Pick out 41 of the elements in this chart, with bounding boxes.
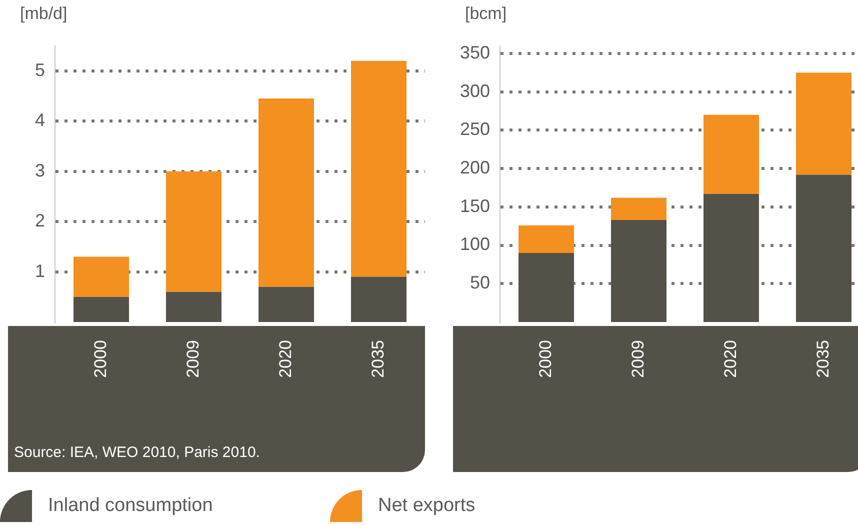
x-tick-label: 2009 xyxy=(628,340,648,378)
y-tick-label: 100 xyxy=(460,234,490,254)
y-tick-label: 150 xyxy=(460,196,490,216)
bar xyxy=(518,225,574,253)
x-tick-label: 2035 xyxy=(813,340,832,378)
y-tick-label: 350 xyxy=(460,42,490,62)
bar xyxy=(166,171,222,292)
bar xyxy=(796,72,852,175)
x-tick-label: 2035 xyxy=(368,340,388,378)
y-tick-label: 200 xyxy=(460,158,490,178)
bar xyxy=(611,220,666,322)
x-tick-label: 2009 xyxy=(183,340,202,378)
bar xyxy=(258,286,314,322)
bar xyxy=(518,252,574,322)
bar xyxy=(74,256,129,297)
bar xyxy=(74,296,129,322)
y-tick-label: 300 xyxy=(460,80,490,101)
bar xyxy=(611,198,666,220)
legend-label: Inland consumption xyxy=(48,495,213,517)
y-axis-title: [mb/d] xyxy=(20,4,68,24)
y-axis-title: [bcm] xyxy=(465,4,507,24)
bar xyxy=(258,98,314,287)
y-tick-label: 2 xyxy=(34,210,45,231)
x-tick-label: 2020 xyxy=(276,340,295,378)
legend-label: Net exports xyxy=(378,495,476,517)
y-tick-label: 1 xyxy=(34,260,45,281)
bar xyxy=(704,114,759,194)
x-tick-label: 2020 xyxy=(720,340,740,378)
y-tick-label: 5 xyxy=(34,60,45,80)
y-tick-label: 4 xyxy=(34,110,45,130)
y-tick-label: 3 xyxy=(34,160,45,180)
y-tick-label: 250 xyxy=(460,119,490,140)
bar xyxy=(351,276,406,322)
bar xyxy=(796,174,852,322)
x-tick-label: 2000 xyxy=(90,340,110,378)
x-tick-label: 2000 xyxy=(536,340,555,378)
bar xyxy=(351,60,406,277)
y-tick-label: 50 xyxy=(470,272,490,293)
bar xyxy=(704,194,759,322)
source-note: Source: IEA, WEO 2010, Paris 2010. xyxy=(14,444,260,461)
bar xyxy=(166,292,222,322)
